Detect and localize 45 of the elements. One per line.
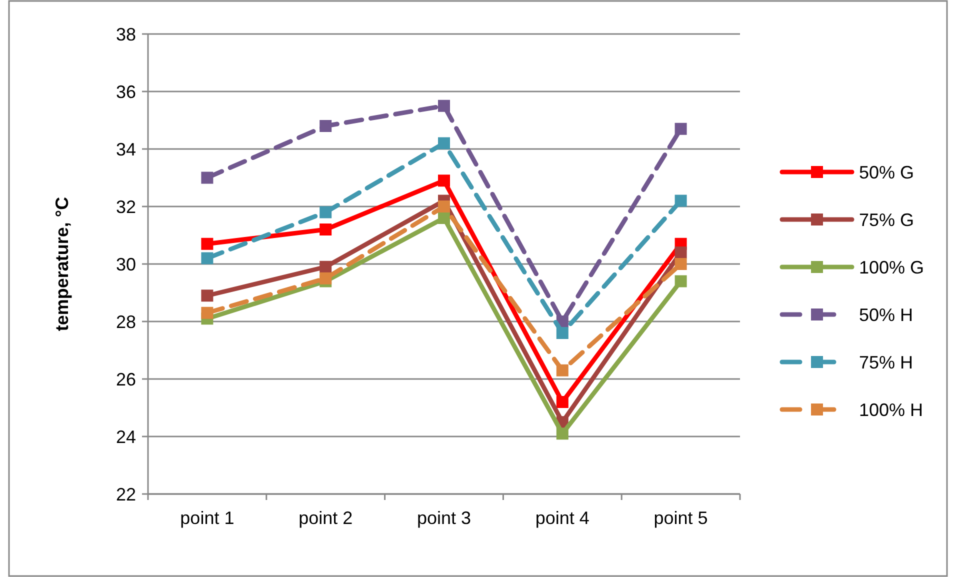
y-tick-label: 24 [116, 426, 136, 447]
x-tick-label: point 2 [298, 508, 353, 528]
point [674, 246, 687, 258]
point [556, 428, 568, 440]
point [674, 275, 687, 288]
legend-label: 50% G [859, 162, 914, 182]
x-tick-label: point 4 [535, 508, 590, 528]
point [320, 206, 332, 218]
x-tick-label: point 3 [416, 508, 472, 528]
y-tick-label: 30 [116, 254, 136, 274]
point [674, 122, 687, 135]
x-tick-label: point 1 [180, 508, 234, 528]
legend-label: 75% G [859, 210, 914, 230]
point [674, 194, 687, 207]
point [438, 174, 450, 187]
point [320, 120, 332, 132]
legend-label: 100% G [859, 257, 924, 278]
y-tick-label: 36 [116, 82, 136, 102]
point [201, 290, 214, 302]
point [556, 396, 568, 408]
point [320, 260, 332, 273]
point [201, 306, 214, 319]
point [201, 252, 214, 264]
legend-label: 75% H [859, 352, 914, 372]
legend-label: 100% H [859, 400, 924, 420]
y-tick-label: 22 [116, 484, 136, 504]
y-tick-label: 34 [116, 139, 136, 160]
point [438, 100, 450, 112]
point [201, 238, 214, 250]
point [320, 272, 332, 284]
point [556, 327, 568, 339]
point [438, 200, 450, 212]
legend-label: 50% H [859, 304, 914, 325]
point [201, 172, 214, 184]
point [438, 137, 450, 150]
y-tick-label: 28 [116, 312, 136, 332]
point [438, 212, 450, 224]
x-tick-label: point 5 [654, 508, 708, 528]
y-tick-label: 38 [116, 24, 136, 44]
y-tick-label: 32 [116, 196, 136, 217]
y-axis-title: temperature, °C [52, 196, 72, 332]
point [320, 224, 332, 236]
y-tick-label: 26 [116, 369, 136, 390]
point [674, 258, 687, 270]
point [556, 364, 568, 376]
